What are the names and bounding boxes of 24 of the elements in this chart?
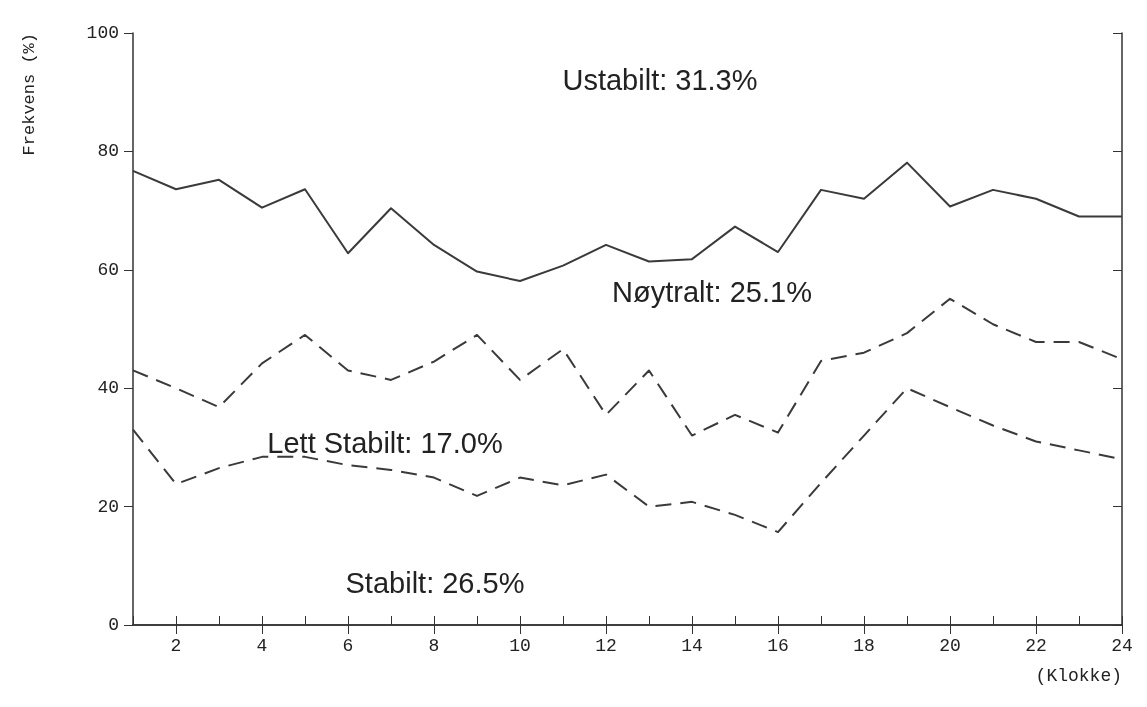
x-tick-label: 24	[1111, 636, 1133, 656]
annotation: Ustabilt: 31.3%	[562, 64, 758, 96]
y-tick-label: 0	[108, 615, 119, 635]
y-axis-title: Frekvens (%)	[20, 33, 39, 156]
x-tick-label: 2	[170, 636, 182, 656]
x-tick-label: 8	[428, 636, 440, 656]
y-tick-label: 20	[97, 496, 119, 517]
x-tick-label: 12	[595, 636, 617, 656]
annotation: Nøytralt: 25.1%	[612, 276, 812, 308]
y-tick-label: 40	[97, 378, 119, 399]
y-tick-label: 100	[86, 23, 119, 43]
x-tick-label: 18	[853, 636, 875, 656]
annotation: Stabilt: 26.5%	[345, 567, 525, 599]
x-tick-label: 10	[509, 636, 531, 656]
y-tick-label: 60	[97, 259, 119, 280]
x-tick-label: 6	[342, 636, 354, 656]
annotation: Lett Stabilt: 17.0%	[267, 427, 503, 459]
y-tick-label: 80	[97, 141, 119, 162]
x-tick-label: 4	[256, 636, 268, 656]
x-axis-title: (Klokke)	[1035, 666, 1122, 686]
x-tick-label: 20	[939, 636, 961, 656]
x-tick-label: 16	[767, 636, 789, 656]
x-tick-label: 22	[1025, 636, 1047, 656]
x-tick-label: 14	[681, 636, 703, 656]
